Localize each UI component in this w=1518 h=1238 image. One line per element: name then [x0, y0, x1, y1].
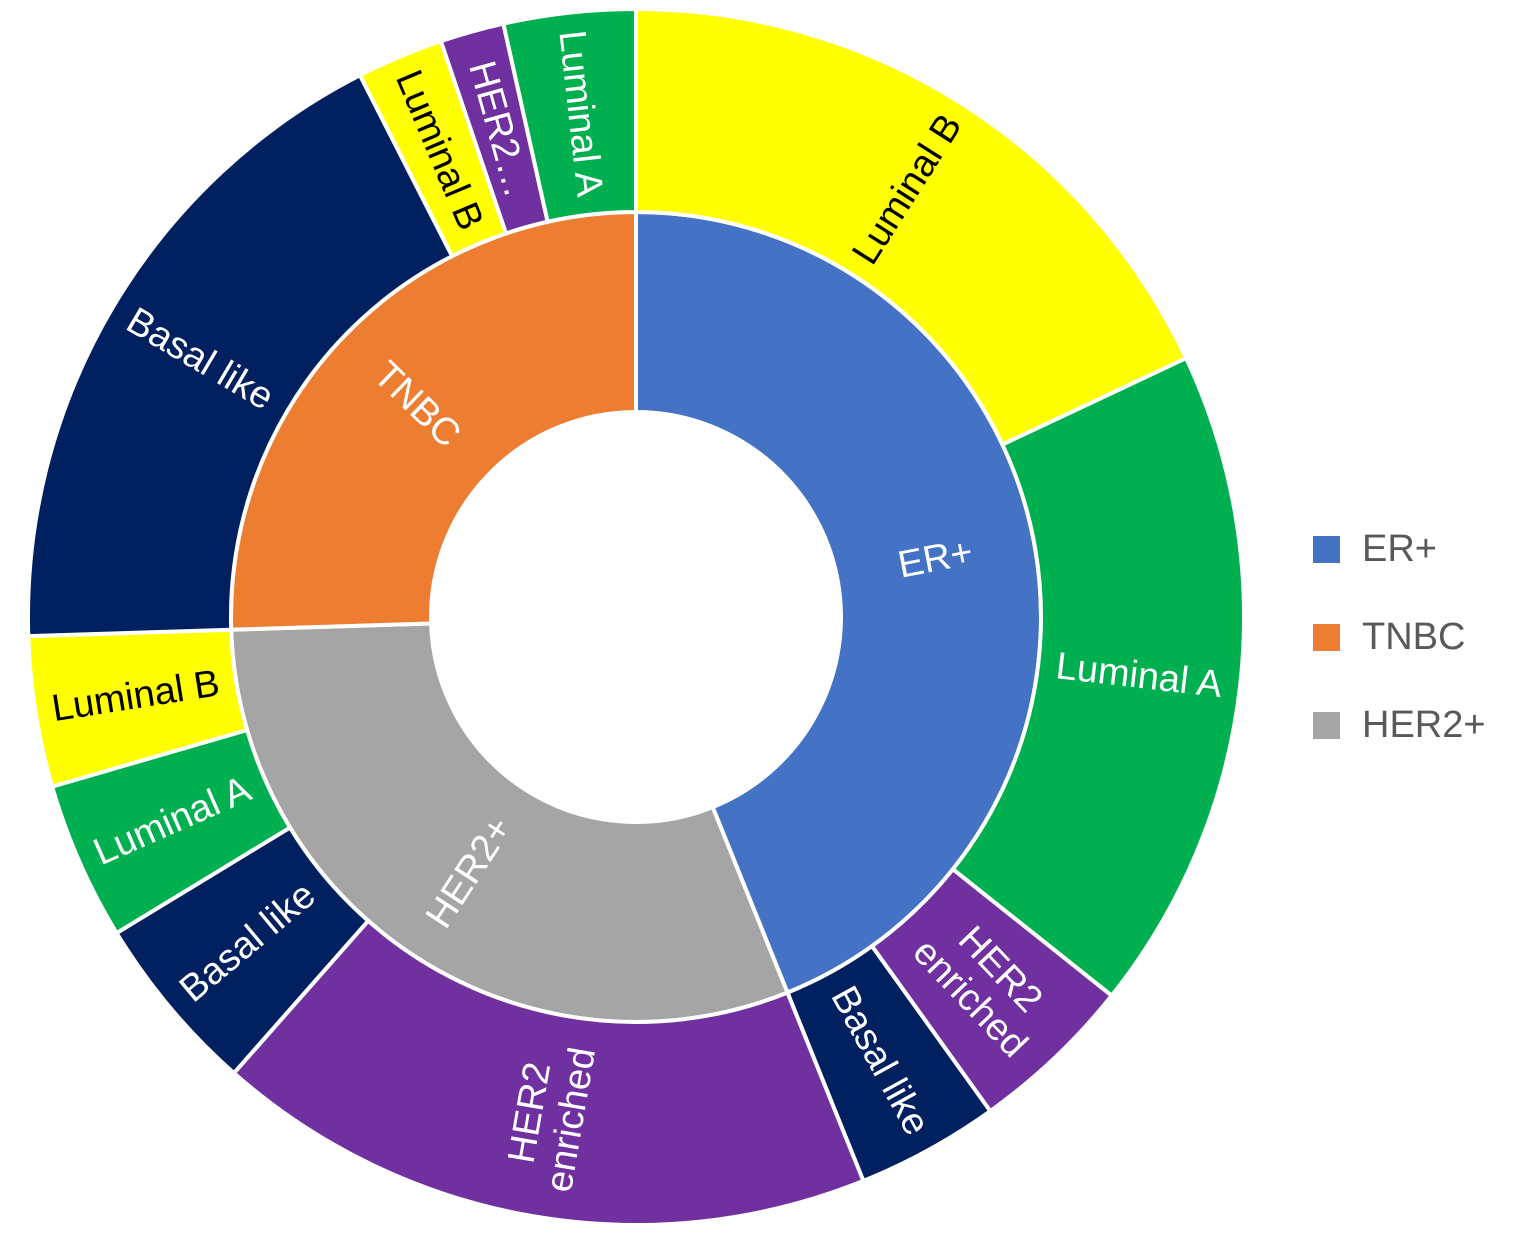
legend-label: TNBC	[1362, 615, 1466, 658]
legend-label: HER2+	[1362, 703, 1486, 746]
legend-item-tnbc: TNBC	[1313, 593, 1486, 681]
legend-swatch	[1313, 535, 1340, 563]
legend: ER+ TNBC HER2+	[1313, 505, 1486, 769]
legend-label: ER+	[1362, 527, 1437, 570]
outer-segment-er-luminal-a	[950, 355, 1246, 999]
legend-swatch	[1313, 623, 1340, 651]
legend-item-er: ER+	[1313, 505, 1486, 593]
legend-item-her2: HER2+	[1313, 681, 1486, 769]
outer-segment-her2-her2-enriched	[231, 917, 866, 1227]
outer-segment-er-luminal-b	[634, 6, 1189, 448]
outer-segment-tnbc-luminal-a	[500, 6, 638, 225]
legend-swatch	[1313, 711, 1340, 739]
outer-segment-tnbc-basal-like	[26, 72, 455, 639]
